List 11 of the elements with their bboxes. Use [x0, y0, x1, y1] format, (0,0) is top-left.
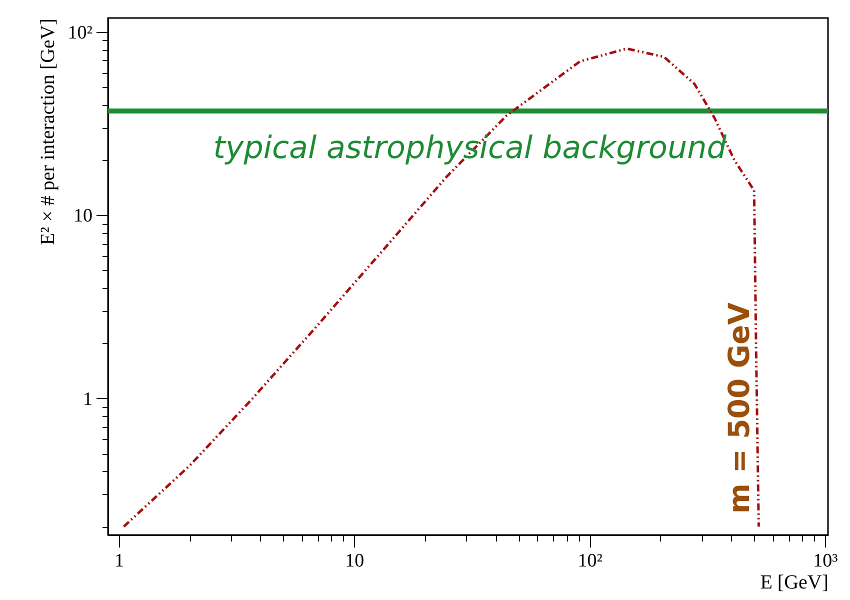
x-tick-label: 10: [345, 550, 364, 572]
x-tick-label: 10³: [813, 550, 838, 572]
x-axis-title: E [GeV]: [760, 572, 828, 594]
x-tick-label: 1: [114, 550, 124, 572]
y-axis-title: E² × # per interaction [GeV]: [36, 18, 59, 246]
y-tick-label: 10: [74, 206, 92, 227]
annotation: m = 500 GeV: [722, 302, 756, 514]
x-tick-label: 10²: [578, 550, 603, 572]
annotation: typical astrophysical background: [213, 130, 727, 166]
y-tick-label: 1: [83, 388, 92, 410]
y-tick-label: 10²: [68, 22, 93, 44]
